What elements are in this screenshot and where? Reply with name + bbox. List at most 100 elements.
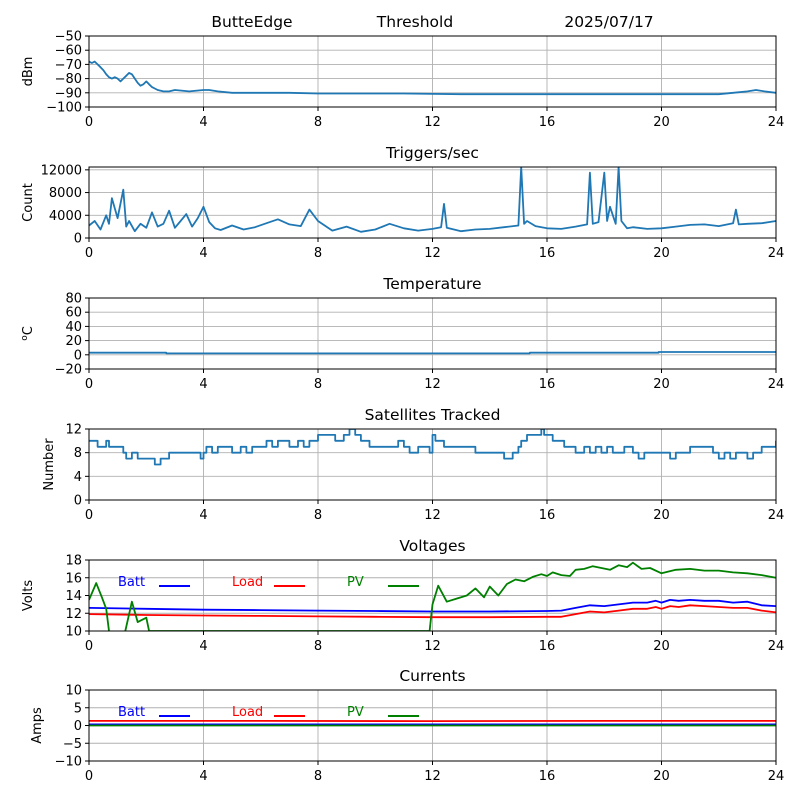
panel-5: Batt Load PV 0 4 8 12 16 20 24 10 12 14 16 18 Voltages V… bbox=[21, 537, 784, 654]
y-tick-label: 10 bbox=[65, 625, 82, 640]
x-tick-label: 8 bbox=[314, 508, 322, 523]
y-axis-label: oC bbox=[20, 326, 36, 341]
y-tick-label: 0 bbox=[74, 719, 82, 734]
y-axis-label: Amps bbox=[30, 707, 45, 744]
y-axis-label: Number bbox=[42, 438, 57, 491]
series-line-pv bbox=[89, 561, 776, 631]
degree-unit: C bbox=[21, 326, 36, 335]
x-tick-label: 16 bbox=[539, 769, 556, 784]
y-tick-label: 0 bbox=[74, 348, 82, 363]
x-tick-label: 0 bbox=[85, 639, 93, 654]
y-tick-label: 12 bbox=[65, 423, 82, 438]
x-tick-label: 12 bbox=[424, 508, 441, 523]
x-tick-label: 8 bbox=[314, 246, 322, 261]
header-subtitle: Threshold bbox=[376, 13, 453, 31]
legend-label-pv: PV bbox=[347, 705, 364, 720]
panel-title: Triggers/sec bbox=[385, 144, 479, 162]
series-line-load bbox=[89, 604, 776, 619]
header-date: 2025/07/17 bbox=[564, 13, 653, 31]
x-tick-label: 8 bbox=[314, 639, 322, 654]
series-line-1 bbox=[89, 167, 776, 233]
x-tick-label: 12 bbox=[424, 115, 441, 130]
y-tick-label: −60 bbox=[55, 44, 82, 59]
y-axis-label: Volts bbox=[21, 580, 36, 612]
legend-label-batt: Batt bbox=[118, 705, 145, 720]
x-tick-label: 20 bbox=[653, 769, 670, 784]
panel-1: 0 4 8 12 16 20 24 −100−90−80−70−60−50 dBm bbox=[21, 30, 784, 131]
series-line-1 bbox=[89, 60, 776, 96]
x-tick-label: 8 bbox=[314, 115, 322, 130]
y-tick-label: 60 bbox=[65, 306, 82, 321]
legend-label-load: Load bbox=[232, 705, 263, 720]
y-tick-label: 5 bbox=[74, 701, 82, 716]
y-tick-label: −90 bbox=[55, 86, 82, 101]
x-tick-label: 4 bbox=[199, 246, 207, 261]
y-tick-label: −80 bbox=[55, 72, 82, 87]
panel-6: Batt Load PV 0 4 8 12 16 20 24 −10 −5 0 5 10 Currents Am… bbox=[30, 667, 784, 784]
x-tick-label: 12 bbox=[424, 639, 441, 654]
panel-4: 0 4 8 12 16 20 24 0 4 8 12 Satellites Tracked Number bbox=[42, 406, 784, 523]
y-axis-label: dBm bbox=[21, 57, 36, 87]
x-tick-label: 0 bbox=[85, 769, 93, 784]
panel-title: Voltages bbox=[399, 537, 465, 555]
y-tick-label: 8000 bbox=[49, 186, 82, 201]
x-tick-label: 4 bbox=[199, 639, 207, 654]
x-tick-label: 4 bbox=[199, 115, 207, 130]
x-tick-label: 24 bbox=[768, 639, 785, 654]
x-tick-label: 24 bbox=[768, 377, 785, 392]
x-tick-label: 20 bbox=[653, 377, 670, 392]
series-line-batt bbox=[89, 599, 776, 613]
x-tick-label: 24 bbox=[768, 769, 785, 784]
y-tick-label: 8 bbox=[74, 446, 82, 461]
x-tick-label: 20 bbox=[653, 115, 670, 130]
y-tick-label: 40 bbox=[65, 320, 82, 335]
y-tick-label: 10 bbox=[65, 684, 82, 699]
x-tick-label: 8 bbox=[314, 377, 322, 392]
x-tick-label: 0 bbox=[85, 246, 93, 261]
x-tick-label: 4 bbox=[199, 508, 207, 523]
x-tick-label: 0 bbox=[85, 115, 93, 130]
panel-title: Temperature bbox=[382, 275, 481, 293]
x-tick-label: 24 bbox=[768, 246, 785, 261]
y-tick-label: 20 bbox=[65, 334, 82, 349]
y-tick-label: −10 bbox=[55, 755, 82, 770]
y-tick-label: 12 bbox=[65, 607, 82, 622]
x-tick-label: 20 bbox=[653, 246, 670, 261]
y-tick-label: 14 bbox=[65, 589, 82, 604]
x-tick-label: 16 bbox=[539, 508, 556, 523]
y-tick-label: −20 bbox=[55, 363, 82, 378]
x-tick-label: 24 bbox=[768, 508, 785, 523]
legend-label-batt: Batt bbox=[118, 575, 145, 590]
legend-label-load: Load bbox=[232, 575, 263, 590]
legend-label-pv: PV bbox=[347, 575, 364, 590]
y-tick-label: 4 bbox=[74, 470, 82, 485]
y-tick-label: 0 bbox=[74, 494, 82, 509]
degree-superscript: o bbox=[20, 335, 30, 341]
y-tick-label: −5 bbox=[63, 737, 82, 752]
series-line-1 bbox=[89, 351, 776, 355]
x-tick-label: 20 bbox=[653, 639, 670, 654]
y-tick-label: 12000 bbox=[41, 163, 82, 178]
y-axis-label: Count bbox=[21, 183, 36, 222]
y-tick-label: −70 bbox=[55, 58, 82, 73]
y-tick-label: 4000 bbox=[49, 209, 82, 224]
series-line-1 bbox=[89, 429, 776, 466]
x-tick-label: 12 bbox=[424, 246, 441, 261]
x-tick-label: 16 bbox=[539, 115, 556, 130]
x-tick-label: 20 bbox=[653, 508, 670, 523]
y-tick-label: 0 bbox=[74, 232, 82, 247]
y-tick-label: 80 bbox=[65, 292, 82, 307]
x-tick-label: 16 bbox=[539, 377, 556, 392]
x-tick-label: 4 bbox=[199, 377, 207, 392]
x-tick-label: 8 bbox=[314, 769, 322, 784]
x-tick-label: 24 bbox=[768, 115, 785, 130]
x-tick-label: 12 bbox=[424, 377, 441, 392]
header-station: ButteEdge bbox=[211, 13, 292, 31]
x-tick-label: 4 bbox=[199, 769, 207, 784]
x-tick-label: 0 bbox=[85, 508, 93, 523]
y-tick-label: −100 bbox=[46, 101, 82, 116]
panel-title: Currents bbox=[399, 667, 465, 685]
panel-2: 0 4 8 12 16 20 24 0 4000 8000 12000 Triggers/sec Cou… bbox=[21, 144, 784, 261]
